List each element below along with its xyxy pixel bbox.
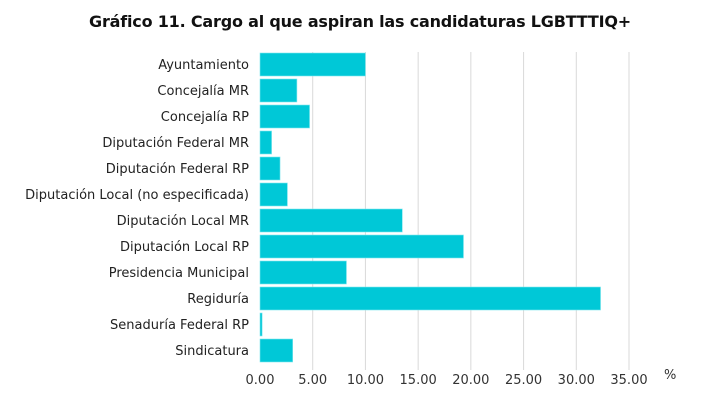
category-labels: Ayuntamiento Concejalía MR Concejalía RP Di…	[25, 58, 249, 359]
category-label: Presidencia Municipal	[109, 266, 249, 281]
x-tick-label: 20.00	[452, 373, 489, 388]
category-label: Regiduría	[187, 292, 249, 307]
category-label: Ayuntamiento	[158, 58, 249, 73]
bar	[259, 312, 263, 337]
category-label: Diputación Federal MR	[102, 136, 249, 151]
bar	[259, 208, 403, 233]
bar	[259, 156, 281, 181]
chart-title: Gráfico 11. Cargo al que aspiran las can…	[89, 12, 631, 31]
category-label: Diputación Local MR	[117, 214, 249, 229]
bar	[259, 286, 601, 311]
x-tick-labels: 0.00 5.00 10.00 15.00 20.00 25.00 30.00 35.00	[246, 373, 648, 388]
x-axis-unit-label: %	[664, 368, 676, 383]
bar	[259, 234, 464, 259]
x-tick-label: 25.00	[505, 373, 542, 388]
bar	[259, 130, 272, 155]
category-label: Diputación Local (no especificada)	[25, 188, 249, 203]
category-label: Diputación Federal RP	[106, 162, 249, 177]
bar	[259, 182, 288, 207]
category-label: Concejalía MR	[157, 84, 249, 99]
x-tick-label: 0.00	[246, 373, 275, 388]
bar	[259, 52, 366, 77]
bars	[259, 52, 601, 363]
x-tick-label: 35.00	[610, 373, 647, 388]
x-tick-label: 10.00	[347, 373, 384, 388]
x-tick-label: 30.00	[558, 373, 595, 388]
category-label: Sindicatura	[175, 344, 249, 359]
bar	[259, 260, 347, 285]
category-label: Senaduría Federal RP	[110, 318, 249, 333]
bar	[259, 104, 310, 129]
category-label: Concejalía RP	[161, 110, 249, 125]
category-label: Diputación Local RP	[120, 240, 249, 255]
bar	[259, 338, 293, 363]
x-tick-label: 15.00	[400, 373, 437, 388]
bar	[259, 78, 298, 103]
x-tick-label: 5.00	[298, 373, 327, 388]
